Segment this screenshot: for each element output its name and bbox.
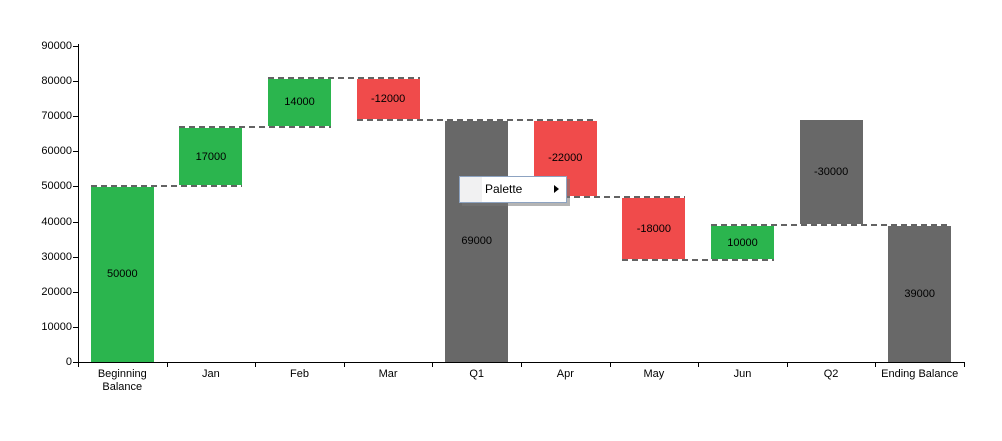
bar-value-label: 10000 [727, 236, 758, 249]
waterfall-connector [356, 118, 597, 121]
x-axis-tick [343, 362, 345, 367]
y-axis-tick-label: 80000 [41, 75, 72, 88]
y-axis-tick [73, 362, 78, 363]
x-axis-category-label: Apr [556, 368, 574, 380]
y-axis-tick-label: 30000 [41, 250, 72, 263]
y-axis-tick-label: 20000 [41, 285, 72, 298]
waterfall-connector [622, 259, 774, 262]
bar-value-label: 50000 [107, 268, 138, 281]
bar-value-label: 14000 [284, 96, 315, 109]
bar-value-label: 39000 [904, 287, 935, 300]
y-axis-tick [73, 151, 78, 153]
y-axis-tick [73, 221, 78, 223]
x-axis-tick [698, 362, 700, 367]
y-axis-tick [73, 46, 78, 47]
x-axis-category-label: Mar [378, 368, 398, 380]
waterfall-connector [90, 185, 243, 188]
waterfall-bar-q1[interactable]: 69000 [445, 119, 509, 362]
x-axis-category-label: Jun [733, 368, 752, 380]
waterfall-bar-ending-balance[interactable]: 39000 [888, 225, 952, 362]
x-axis-tick [964, 362, 965, 367]
x-axis-category-label: Jan [202, 368, 220, 380]
x-axis-tick [875, 362, 877, 367]
waterfall-bar-jun[interactable]: 10000 [711, 225, 774, 261]
waterfall-bar-jan[interactable]: 17000 [179, 126, 243, 187]
x-axis-tick [78, 362, 79, 367]
x-axis-tick [521, 362, 522, 367]
y-axis-tick-label: 40000 [41, 215, 72, 228]
x-axis-category-label: Beginning Balance [97, 368, 147, 393]
bar-value-label: -30000 [813, 166, 849, 179]
menu-item-label: Palette [485, 182, 523, 196]
y-axis-tick-label: 60000 [41, 145, 72, 158]
x-axis-tick [255, 362, 257, 367]
x-axis-category-label: Q2 [823, 368, 839, 380]
bar-value-label: -12000 [370, 92, 406, 105]
menu-item-palette[interactable]: Palette [460, 177, 566, 202]
bar-value-label: 69000 [461, 234, 492, 247]
waterfall-bar-may[interactable]: -18000 [622, 196, 686, 261]
bar-value-label: -18000 [636, 222, 672, 235]
y-axis-tick [73, 326, 78, 328]
x-axis-tick [609, 362, 611, 367]
waterfall-bar-beginning-balance[interactable]: 50000 [90, 186, 154, 362]
waterfall-bar-mar[interactable]: -12000 [356, 77, 420, 120]
y-axis-line [78, 44, 79, 363]
x-axis-tick [166, 362, 168, 367]
y-axis-tick [73, 256, 78, 258]
y-axis-tick [73, 186, 78, 188]
waterfall-bar-q2[interactable]: -30000 [799, 119, 863, 226]
x-axis-tick [432, 362, 434, 367]
y-axis-tick-label: 0 [65, 356, 72, 368]
x-axis-category-label: Feb [290, 368, 309, 380]
context-menu: Palette [459, 176, 567, 203]
x-axis-tick [786, 362, 788, 367]
x-axis-category-label: Ending Balance [881, 368, 959, 380]
waterfall-connector [711, 224, 952, 227]
waterfall-connector [179, 125, 331, 128]
y-axis-tick-label: 90000 [41, 40, 72, 52]
y-axis-tick-label: 50000 [41, 180, 72, 193]
y-axis-tick [73, 291, 78, 293]
x-axis-category-label: Q1 [469, 368, 485, 380]
waterfall-bar-feb[interactable]: 14000 [268, 77, 331, 127]
waterfall-connector [268, 76, 420, 79]
waterfall-connector [533, 195, 686, 198]
y-axis-tick-label: 70000 [41, 110, 72, 123]
bar-value-label: -22000 [548, 152, 583, 165]
y-axis-tick [73, 81, 78, 83]
y-axis-tick [73, 116, 78, 118]
submenu-arrow-icon [554, 185, 559, 193]
x-axis-line [78, 362, 965, 363]
y-axis-tick-label: 10000 [41, 320, 72, 333]
menu-icon-gutter [460, 177, 482, 202]
x-axis-category-label: May [643, 368, 665, 380]
bar-value-label: 17000 [195, 150, 227, 163]
